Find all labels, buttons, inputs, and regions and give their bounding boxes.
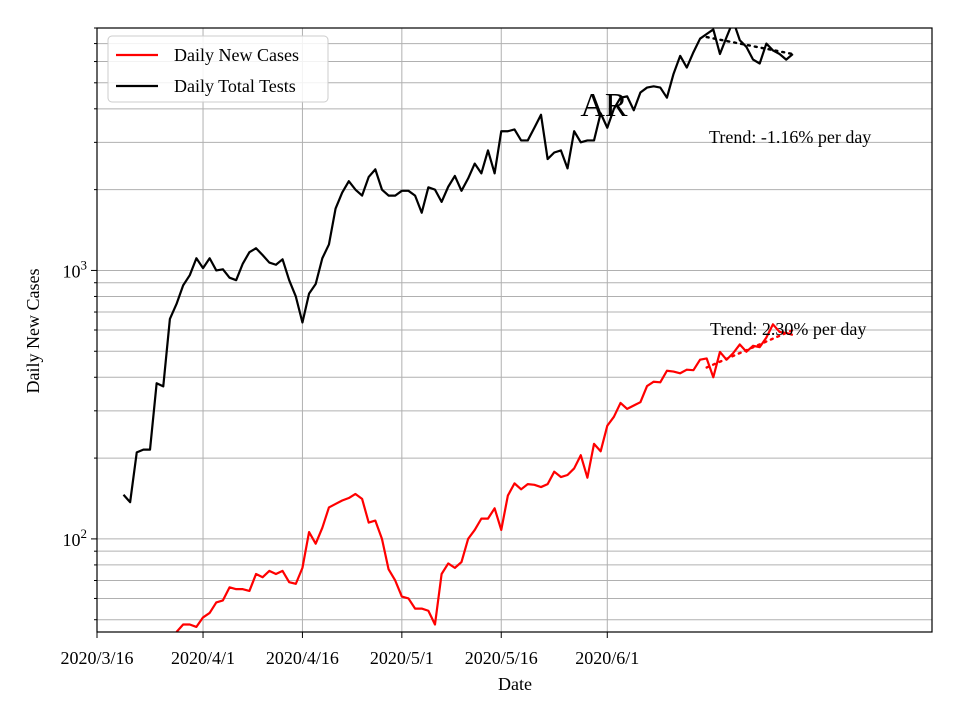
- series-layer: [122, 28, 794, 632]
- x-axis-label: Date: [498, 674, 532, 694]
- series-line-daily-new-cases: [175, 323, 794, 632]
- x-tick-label: 2020/5/1: [370, 648, 434, 668]
- trend-label-cases: Trend: 2.30% per day: [710, 319, 866, 339]
- axes: 2020/3/16 2020/4/1 2020/4/16 2020/5/1 2020/5…: [60, 27, 639, 668]
- legend-frame: [107, 35, 329, 103]
- trend-layer: [705, 35, 795, 369]
- y-tick-label-base: 10: [63, 261, 81, 281]
- y-tick-label: 102: [63, 526, 88, 550]
- x-tick-label: 2020/4/16: [266, 648, 339, 668]
- trend-labels: Trend: -1.16% per day Trend: 2.30% per d…: [709, 127, 871, 339]
- y-tick-label-exponent: 2: [81, 526, 88, 541]
- x-tick-label: 2020/3/16: [60, 648, 133, 668]
- trend-line-tests: [705, 35, 795, 56]
- x-tick-label: 2020/6/1: [575, 648, 639, 668]
- legend-label-cases: Daily New Cases: [174, 45, 299, 65]
- series-line-daily-total-tests: [122, 28, 794, 504]
- y-axis-label: Daily New Cases: [23, 269, 43, 394]
- legend: Daily New Cases Daily Total Tests: [107, 35, 329, 103]
- chart-title: AR: [580, 87, 628, 124]
- legend-label-tests: Daily Total Tests: [174, 76, 296, 96]
- y-tick-label: 103: [63, 257, 88, 281]
- y-tick-label-base: 10: [63, 530, 81, 550]
- trend-label-tests: Trend: -1.16% per day: [709, 127, 871, 147]
- trend-line-cases: [705, 328, 795, 369]
- x-tick-label: 2020/5/16: [465, 648, 538, 668]
- x-tick-label: 2020/4/1: [171, 648, 235, 668]
- y-tick-label-exponent: 3: [81, 257, 88, 272]
